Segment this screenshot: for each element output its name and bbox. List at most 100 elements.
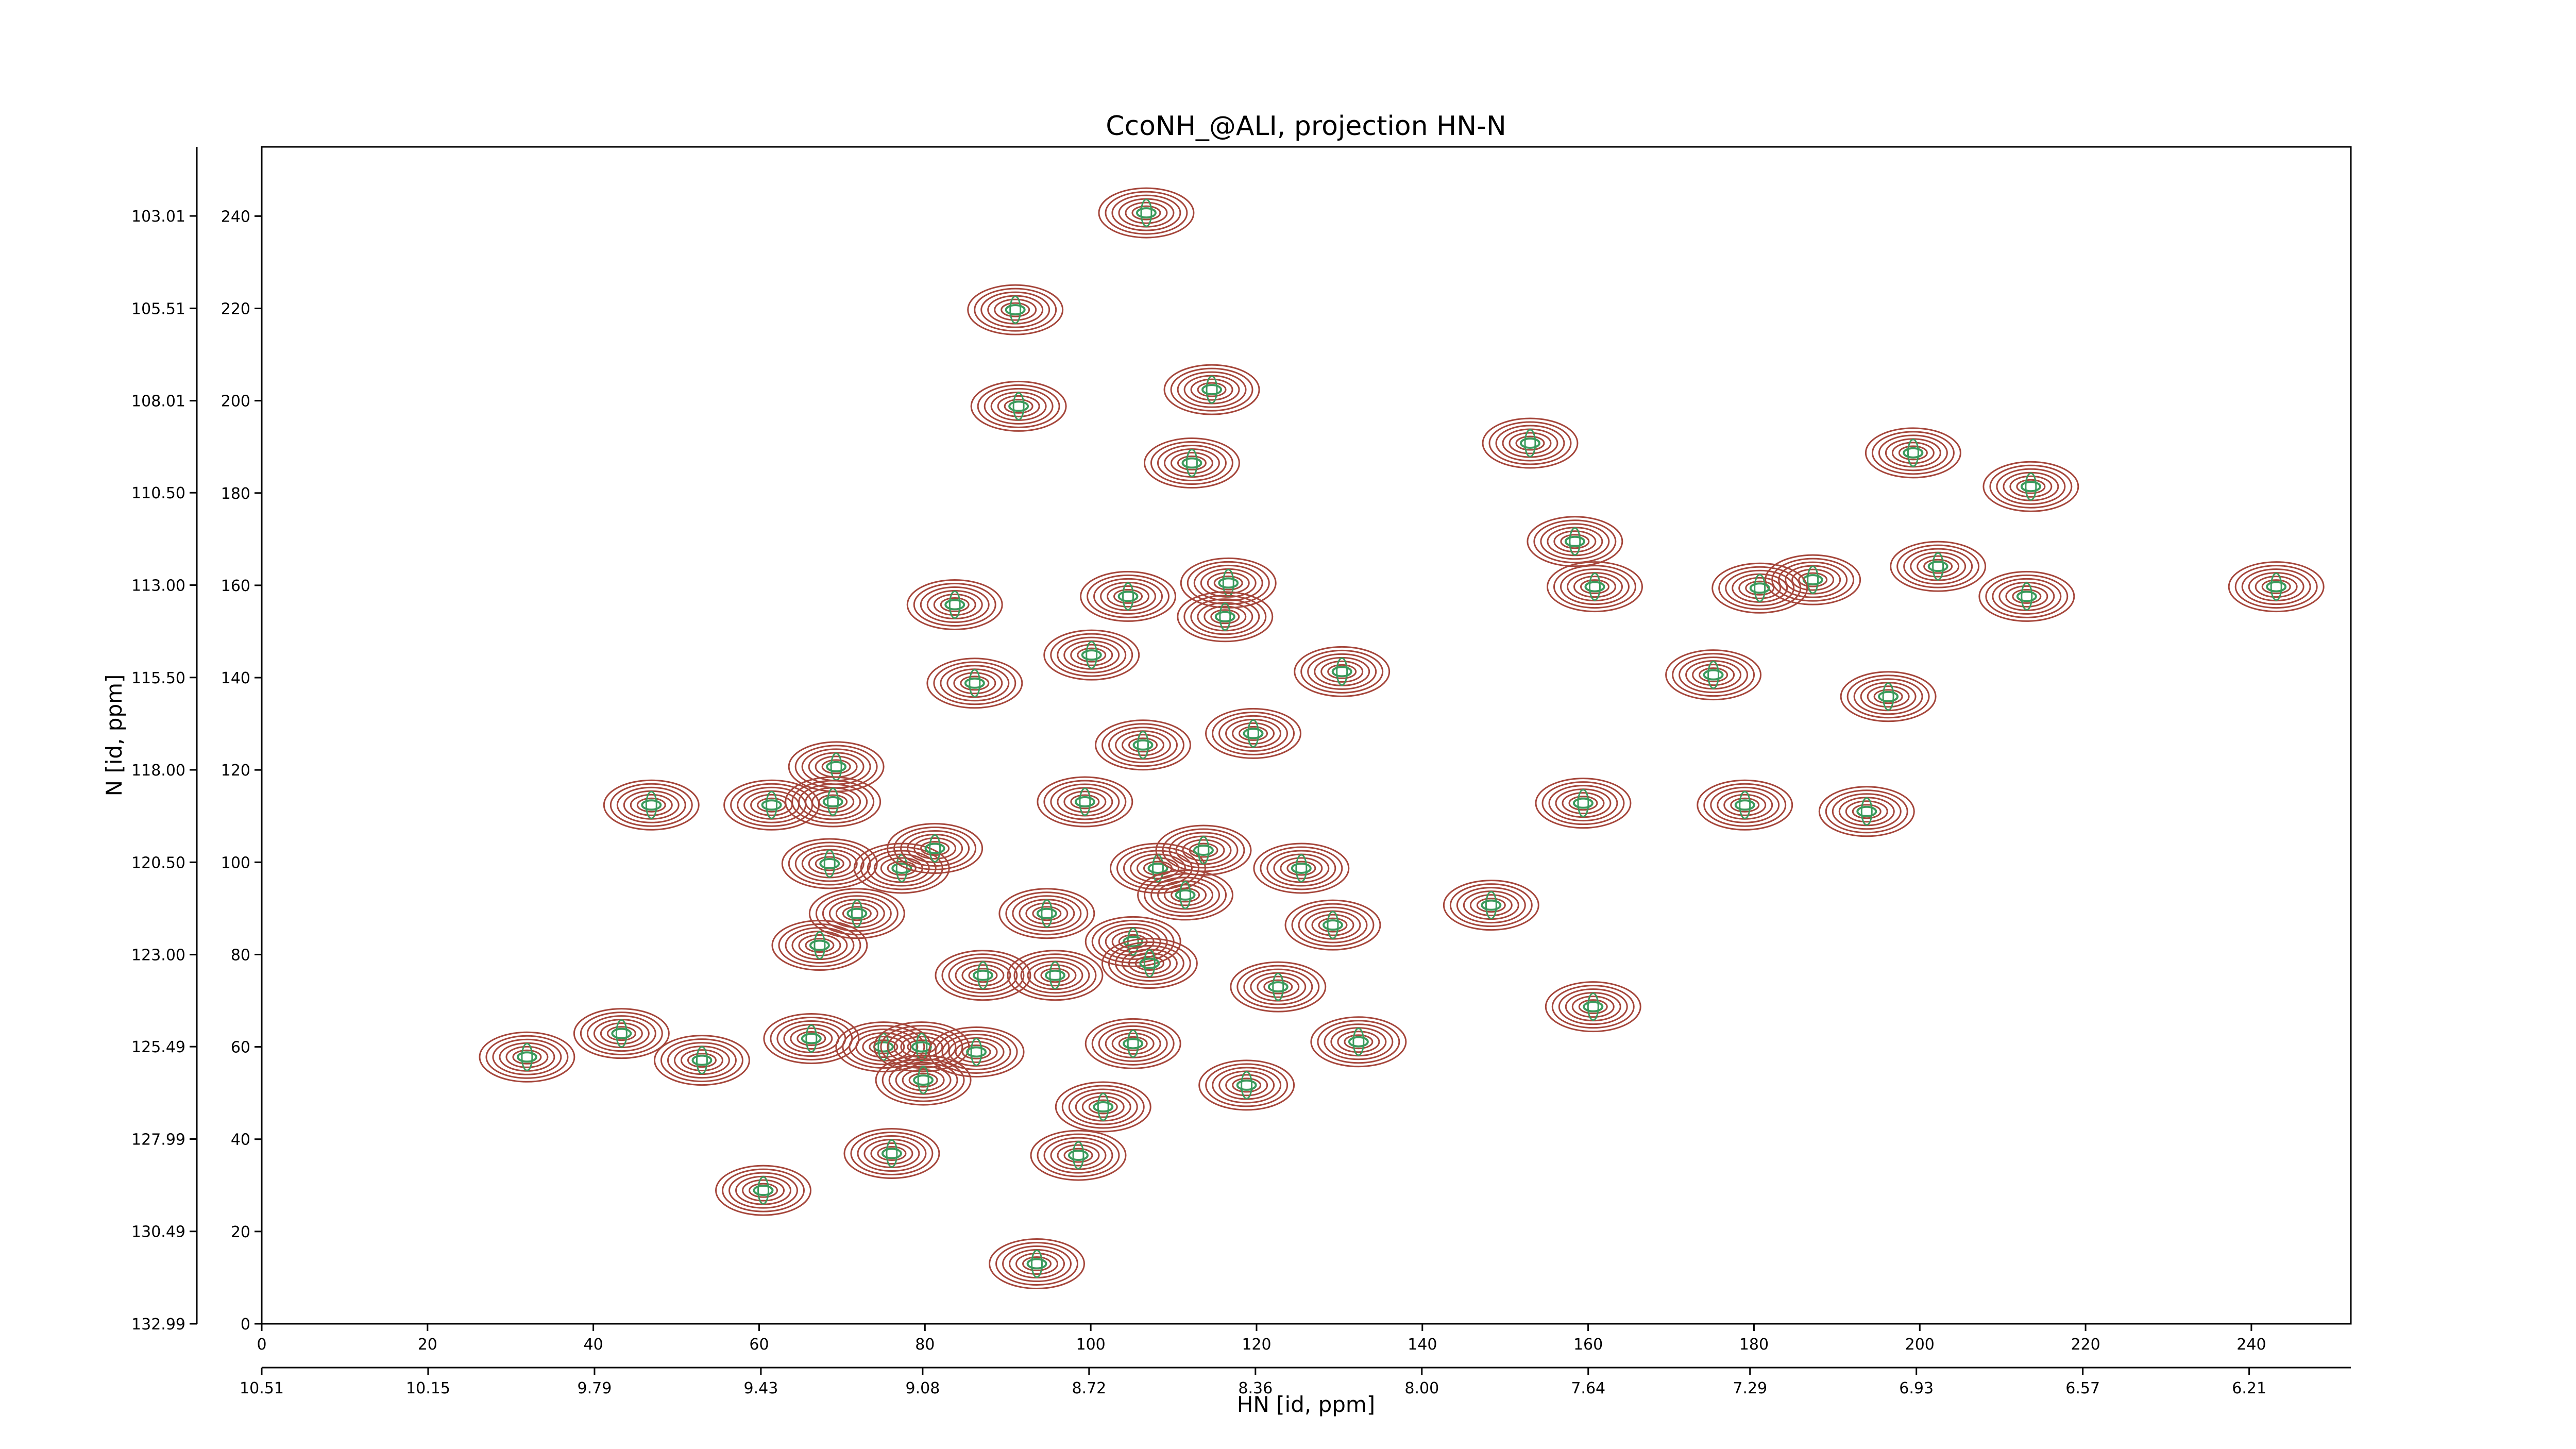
contour-level bbox=[1730, 797, 1760, 813]
contour-level bbox=[1560, 568, 1630, 605]
contour-core bbox=[2266, 581, 2287, 593]
x2-tick-label: 9.08 bbox=[905, 1379, 940, 1397]
contour-core bbox=[1132, 739, 1154, 751]
contour-level bbox=[1672, 653, 1755, 697]
contour-core bbox=[1241, 1071, 1253, 1100]
x-tick-label: 20 bbox=[418, 1336, 437, 1354]
contour-level bbox=[849, 1029, 919, 1066]
contour-level bbox=[479, 1031, 575, 1083]
contour-level bbox=[1190, 598, 1260, 635]
contour-level bbox=[788, 841, 871, 886]
contour-level bbox=[1150, 877, 1221, 914]
contour-core bbox=[1331, 666, 1352, 678]
contour-level bbox=[1012, 895, 1082, 932]
contour-level bbox=[791, 780, 875, 824]
contour-level bbox=[1050, 783, 1120, 820]
contour-core bbox=[964, 677, 985, 689]
contour-core bbox=[1123, 1038, 1144, 1050]
contour-core bbox=[873, 1041, 894, 1053]
contour-level bbox=[1198, 1059, 1295, 1111]
x2-tick-label: 9.79 bbox=[578, 1379, 612, 1397]
peak bbox=[573, 1008, 670, 1059]
peak bbox=[763, 1013, 860, 1064]
contour-core bbox=[615, 1019, 628, 1048]
contour-level bbox=[1077, 647, 1107, 663]
contour-level bbox=[1118, 1036, 1148, 1051]
contour-core bbox=[1348, 1036, 1369, 1048]
contour-core bbox=[1903, 447, 1924, 459]
contour-level bbox=[1197, 382, 1227, 397]
contour-level bbox=[1098, 1025, 1168, 1062]
contour-level bbox=[1122, 734, 1165, 756]
contour-level bbox=[1560, 534, 1590, 549]
peak bbox=[1084, 916, 1181, 967]
contour-level bbox=[1337, 1031, 1380, 1053]
contour-level bbox=[953, 672, 996, 695]
contour-core bbox=[691, 1054, 713, 1066]
contour-level bbox=[940, 597, 970, 613]
contour-level bbox=[1043, 629, 1140, 681]
contour-level bbox=[2005, 585, 2048, 608]
peak bbox=[1535, 778, 1632, 829]
contour-level bbox=[687, 1053, 717, 1068]
x-axis-label: HN [id, ppm] bbox=[1237, 1392, 1375, 1417]
peak bbox=[1163, 364, 1260, 415]
peak bbox=[781, 838, 878, 889]
contour-level bbox=[505, 1046, 549, 1068]
contour-core bbox=[1081, 649, 1102, 661]
contour-core bbox=[911, 1041, 932, 1053]
contour-level bbox=[1545, 981, 1641, 1033]
contour-level bbox=[1155, 824, 1252, 876]
peak bbox=[1098, 187, 1195, 239]
contour-level bbox=[1225, 1074, 1268, 1097]
contour-level bbox=[1171, 887, 1200, 903]
y-tick-label: 0 bbox=[241, 1316, 250, 1334]
contour-level bbox=[1164, 884, 1207, 906]
contour-level bbox=[1515, 435, 1545, 451]
contour-level bbox=[492, 1038, 562, 1075]
x2-tick-label: 8.00 bbox=[1404, 1379, 1439, 1397]
contour-level bbox=[1033, 964, 1077, 987]
contour-level bbox=[770, 1016, 853, 1060]
y-tick-label: 200 bbox=[221, 393, 250, 411]
contour-core bbox=[1214, 611, 1235, 622]
y-axis-label: N [id, ppm] bbox=[101, 675, 127, 797]
contour-core bbox=[1218, 577, 1239, 589]
contour-level bbox=[1207, 571, 1250, 594]
contour-level bbox=[1548, 785, 1618, 822]
contour-level bbox=[1257, 975, 1300, 998]
contour-core bbox=[1322, 919, 1343, 931]
contour-level bbox=[1509, 432, 1552, 454]
contour-level bbox=[1551, 985, 1635, 1029]
peak bbox=[1037, 776, 1133, 828]
contour-level bbox=[1992, 578, 2062, 615]
x2-tick-label: 8.72 bbox=[1072, 1379, 1106, 1397]
contour-level bbox=[1116, 846, 1199, 890]
contour-core bbox=[1807, 565, 1819, 594]
contour-level bbox=[1718, 566, 1802, 610]
contour-core bbox=[1485, 891, 1497, 920]
y2-tick-label: 108.01 bbox=[131, 393, 185, 411]
contour-level bbox=[1125, 201, 1168, 224]
contour-level bbox=[1573, 576, 1616, 598]
contour-level bbox=[1527, 516, 1623, 567]
contour-core bbox=[1882, 682, 1894, 711]
contour-level bbox=[2009, 475, 2053, 498]
contour-core bbox=[1236, 1079, 1257, 1091]
contour-level bbox=[1286, 861, 1316, 876]
contour-level bbox=[893, 826, 977, 870]
plot-frame bbox=[261, 146, 2352, 1325]
y-tick-label: 60 bbox=[231, 1039, 250, 1057]
contour-level bbox=[815, 856, 844, 871]
peak bbox=[1095, 719, 1192, 771]
contour-level bbox=[1665, 649, 1762, 701]
contour-level bbox=[1697, 779, 1793, 831]
contour-core bbox=[822, 796, 843, 807]
contour-core bbox=[827, 787, 839, 816]
contour-level bbox=[1080, 570, 1177, 622]
contour-core bbox=[1206, 375, 1218, 404]
peak bbox=[1482, 417, 1579, 469]
contour-core bbox=[1036, 907, 1057, 919]
peak bbox=[1443, 880, 1539, 931]
contour-level bbox=[1791, 568, 1835, 591]
